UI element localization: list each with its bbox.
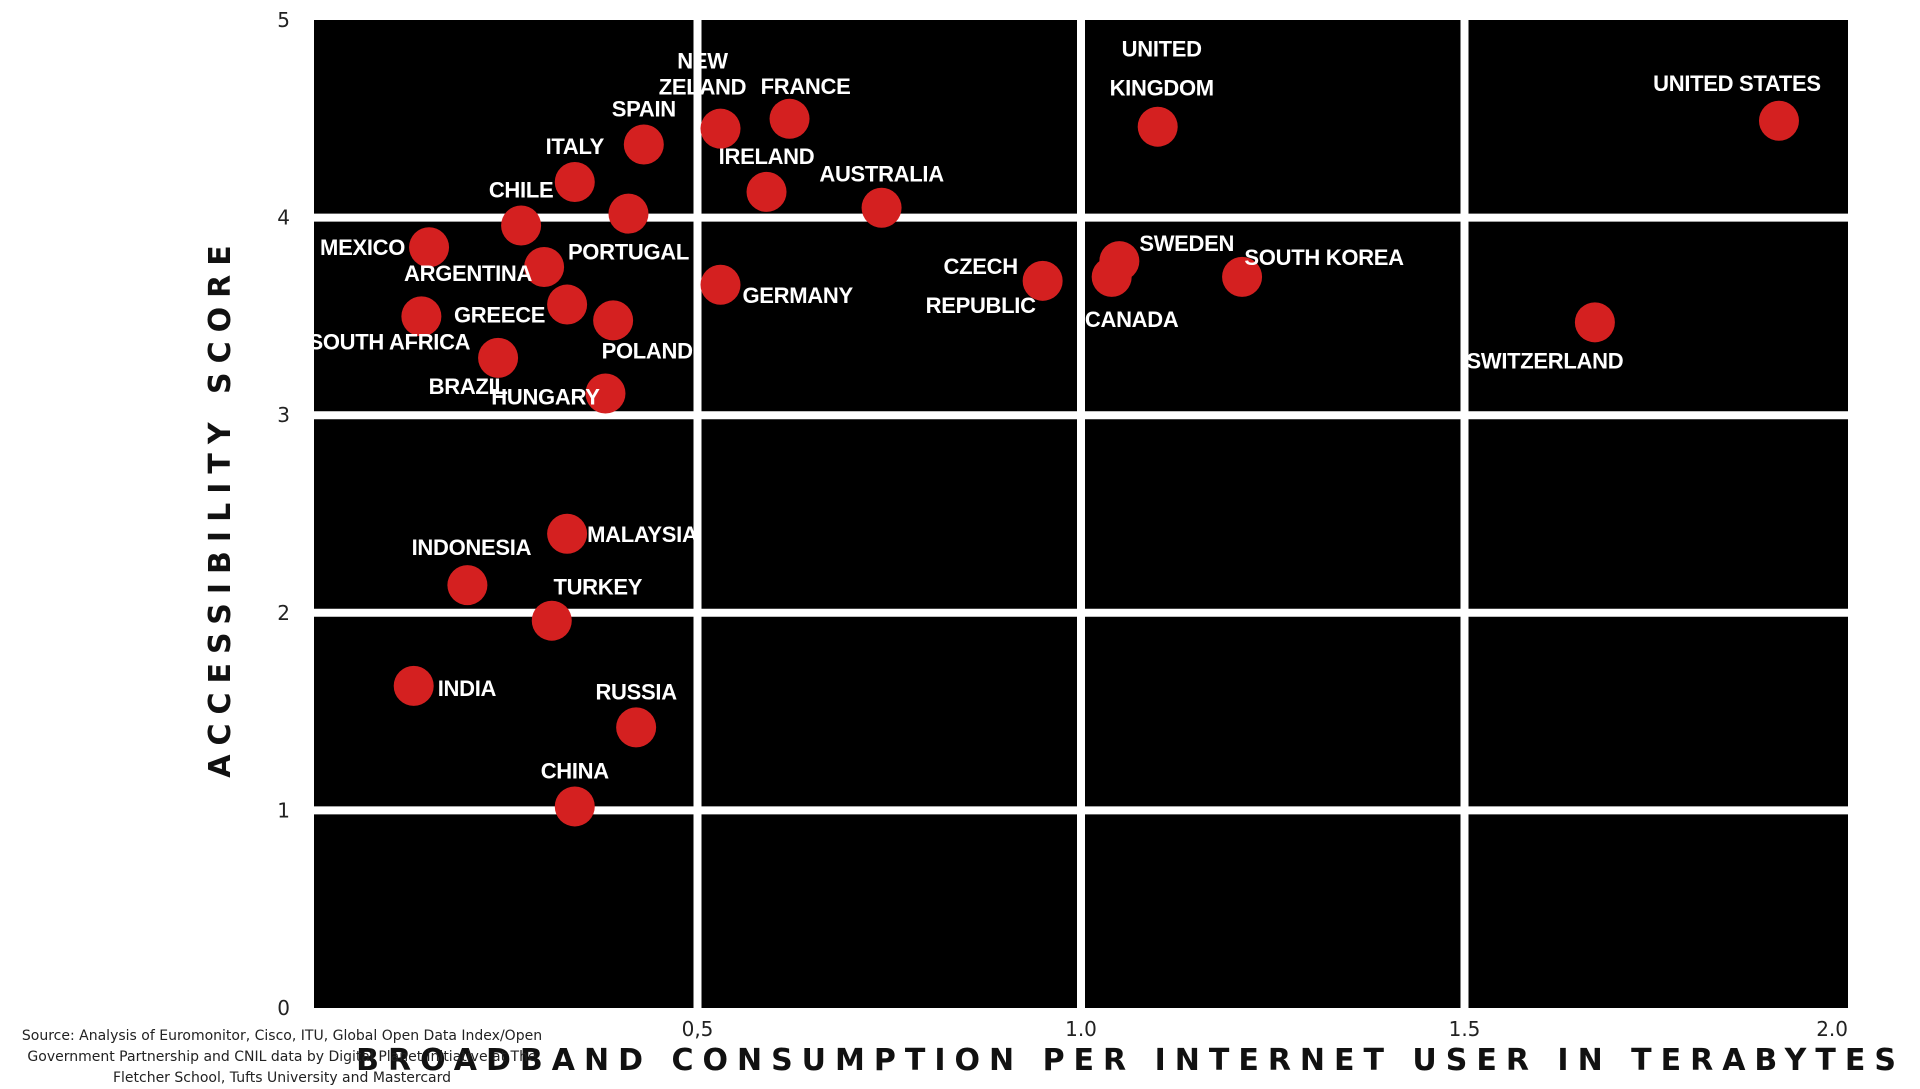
point-label: REPUBLIC bbox=[926, 293, 1036, 318]
point-label: SPAIN bbox=[612, 96, 676, 121]
point-label: HUNGARY bbox=[491, 384, 600, 409]
point-label: MALAYSIA bbox=[587, 522, 698, 547]
point-label: BRAZIL bbox=[429, 374, 508, 399]
point-label: POLAND bbox=[602, 338, 693, 363]
point-label: SWEDEN bbox=[1139, 231, 1234, 256]
data-point bbox=[409, 227, 450, 268]
point-label: IRELAND bbox=[719, 144, 815, 169]
data-point bbox=[501, 205, 542, 246]
point-label: ZELAND bbox=[659, 75, 746, 100]
point-label: CHILE bbox=[489, 178, 554, 203]
x-tick-label: 1.0 bbox=[1065, 1017, 1097, 1041]
data-point bbox=[1222, 256, 1263, 297]
point-label: MEXICO bbox=[320, 235, 405, 260]
x-tick-label: 0,5 bbox=[682, 1017, 714, 1041]
data-point bbox=[447, 565, 488, 606]
data-point bbox=[1137, 106, 1178, 147]
point-label: AUSTRALIA bbox=[819, 162, 944, 187]
point-label: KINGDOM bbox=[1110, 76, 1214, 101]
point-label: RUSSIA bbox=[595, 679, 677, 704]
data-point bbox=[616, 707, 657, 748]
data-point bbox=[524, 247, 565, 287]
data-point bbox=[393, 665, 434, 706]
x-tick-label: 1.5 bbox=[1449, 1017, 1481, 1041]
data-point bbox=[861, 187, 902, 228]
point-label: UNITED bbox=[1122, 37, 1202, 62]
point-label: ITALY bbox=[546, 134, 605, 159]
point-label: ARGENTINA bbox=[404, 261, 532, 286]
y-axis-ticks: 0 1 2 3 4 5 bbox=[277, 8, 290, 1020]
point-label: FRANCE bbox=[761, 74, 851, 99]
x-tick-label: 2.0 bbox=[1816, 1017, 1848, 1041]
x-axis-ticks: 0,5 1.0 1.5 2.0 bbox=[682, 1017, 1848, 1041]
data-point bbox=[585, 373, 626, 414]
data-point bbox=[547, 513, 588, 554]
data-point bbox=[554, 162, 595, 203]
point-label: SWITZERLAND bbox=[1466, 348, 1623, 373]
y-tick-label: 4 bbox=[277, 206, 290, 230]
data-point bbox=[700, 108, 741, 149]
data-point bbox=[746, 171, 787, 212]
x-axis-title: BROADBAND CONSUMPTION PER INTERNET USER … bbox=[356, 1043, 1920, 1078]
point-label: NEW bbox=[677, 49, 728, 74]
data-point bbox=[700, 264, 741, 305]
data-point bbox=[1091, 256, 1132, 297]
point-label: PORTUGAL bbox=[568, 240, 689, 265]
point-label: GERMANY bbox=[743, 283, 854, 308]
y-tick-label: 2 bbox=[277, 601, 290, 625]
y-tick-label: 3 bbox=[277, 403, 290, 427]
point-label: SOUTH KOREA bbox=[1244, 245, 1404, 270]
source-note: Source: Analysis of Euromonitor, Cisco, … bbox=[21, 1028, 543, 1086]
y-tick-label: 0 bbox=[277, 996, 290, 1020]
point-label: INDIA bbox=[438, 676, 497, 701]
y-tick-label: 5 bbox=[277, 8, 290, 32]
point-label: GREECE bbox=[454, 303, 545, 328]
data-point bbox=[1022, 260, 1063, 301]
data-point bbox=[769, 98, 810, 139]
data-point bbox=[1574, 302, 1615, 343]
point-label: INDONESIA bbox=[412, 535, 532, 560]
data-point bbox=[401, 296, 442, 337]
point-label: CANADA bbox=[1085, 307, 1179, 332]
point-label: CZECH bbox=[944, 254, 1018, 279]
data-point bbox=[623, 124, 664, 165]
data-point bbox=[478, 337, 519, 378]
data-point bbox=[554, 786, 595, 827]
data-point bbox=[608, 193, 649, 234]
point-label: SOUTH AFRICA bbox=[308, 329, 470, 354]
point-label: TURKEY bbox=[553, 575, 642, 600]
data-point bbox=[547, 284, 588, 325]
data-point bbox=[1758, 100, 1799, 141]
y-axis-title: ACCESSIBILITY SCORE bbox=[203, 236, 238, 777]
data-point bbox=[531, 600, 572, 641]
point-label: CHINA bbox=[541, 758, 610, 783]
y-tick-label: 1 bbox=[277, 798, 290, 822]
data-point bbox=[593, 300, 634, 341]
point-label: UNITED STATES bbox=[1653, 71, 1821, 96]
